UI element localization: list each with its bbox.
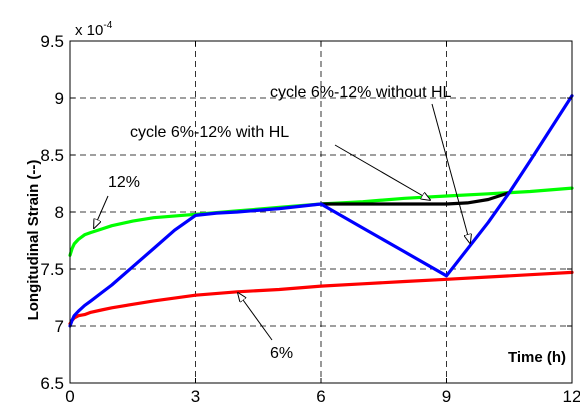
annotations: cycle 6%-12% without HL cycle 6%-12% with… (94, 84, 470, 362)
y-tick-label-0: 6.5 (40, 374, 64, 393)
annotation-arrow-2-0 (94, 195, 109, 228)
y-tick-label-3: 8 (55, 203, 64, 222)
series-line-2 (319, 191, 511, 206)
y-multiplier: x 10-4 (75, 20, 113, 39)
series-line-0 (68, 186, 574, 257)
x-tick-label-1: 3 (191, 387, 200, 406)
x-tick-label-2: 6 (316, 387, 325, 406)
annotation-12: 12% (108, 174, 140, 191)
y-tick-label-1: 7 (55, 317, 64, 336)
y-multiplier-base: x 10 (75, 22, 103, 39)
annotation-arrow-1-0 (334, 144, 430, 200)
series-line-3 (68, 94, 574, 328)
x-tick-label-0: 0 (65, 387, 74, 406)
y-tick-label-4: 8.5 (40, 146, 64, 165)
x-tick-label-3: 9 (442, 387, 451, 406)
ticks: 0 3 6 9 12 6.5 7 7.5 8 8.5 9 9.5 (40, 32, 580, 406)
annotation-arrow-3-0 (238, 293, 273, 341)
x-axis-label: Time (h) (508, 349, 566, 366)
series-layer (68, 94, 574, 328)
y-tick-label-2: 7.5 (40, 260, 64, 279)
series-line-1 (68, 270, 574, 326)
y-multiplier-exponent: -4 (103, 20, 112, 31)
y-axis-label: Longitudinal Strain (--) (25, 160, 42, 321)
y-tick-label-5: 9 (55, 89, 64, 108)
annotation-arrow-0-0 (431, 103, 470, 243)
annotation-without-hl: cycle 6%-12% without HL (270, 84, 452, 101)
grid (70, 41, 572, 383)
annotation-with-hl: cycle 6%-12% with HL (130, 124, 289, 141)
y-tick-label-6: 9.5 (40, 32, 64, 51)
x-tick-label-4: 12 (563, 387, 580, 406)
annotation-6: 6% (270, 345, 293, 362)
